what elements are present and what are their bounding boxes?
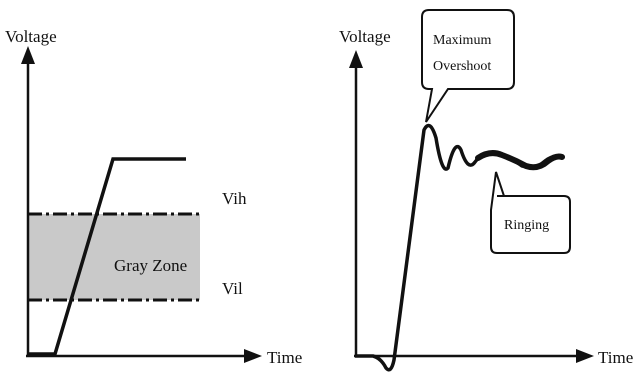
- left-signal-waveform: [28, 157, 186, 356]
- right-x-axis-label: Time: [598, 348, 633, 367]
- ringing-settling-segment: [475, 150, 565, 171]
- right-y-axis-label: Voltage: [339, 27, 391, 46]
- ringing-label: Ringing: [504, 218, 549, 233]
- gray-zone-label: Gray Zone: [114, 256, 187, 275]
- left-panel: Voltage Time Vih Vil Gray Zone: [5, 27, 302, 367]
- ringing-callout-bubble: [490, 171, 571, 254]
- overshoot-label-line2: Overshoot: [433, 59, 491, 74]
- right-panel: Voltage Time Maximum Overshoot Ringing: [339, 9, 633, 372]
- left-y-axis-arrow: [21, 46, 35, 64]
- gray-zone-band: [28, 214, 200, 300]
- left-x-axis-arrow: [244, 349, 262, 363]
- vih-label: Vih: [222, 189, 247, 208]
- overshoot-label-line1: Maximum: [433, 33, 491, 48]
- left-x-axis-label: Time: [267, 348, 302, 367]
- vil-label: Vil: [222, 279, 243, 298]
- right-x-axis-arrow: [576, 349, 594, 363]
- overshoot-callout-bubble: [421, 9, 515, 123]
- right-y-axis-arrow: [349, 50, 363, 68]
- left-y-axis-label: Voltage: [5, 27, 57, 46]
